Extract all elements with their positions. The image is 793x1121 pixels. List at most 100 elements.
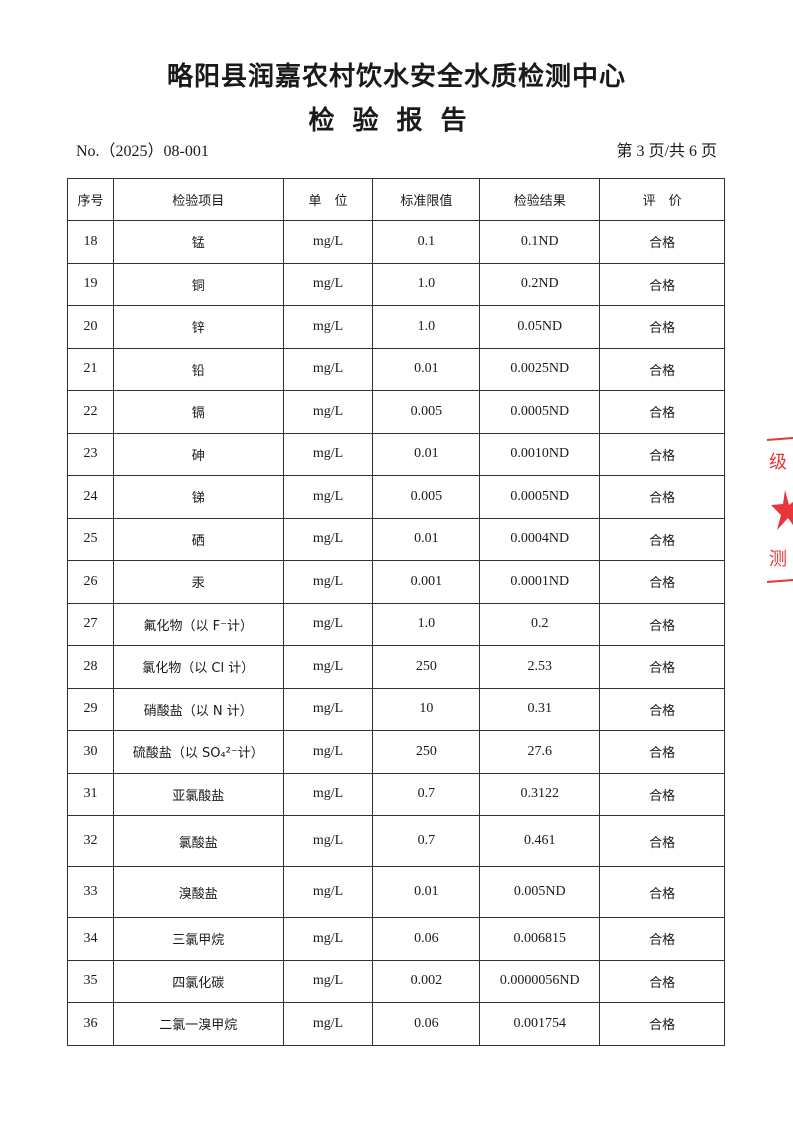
table-row: 27 氟化物（以 F⁻计） mg/L 1.0 0.2 合格 — [67, 602, 725, 646]
unit: mg/L — [282, 687, 374, 731]
standard-limit: 250 — [372, 730, 481, 774]
item-name: 氟化物（以 F⁻计） — [112, 602, 284, 646]
test-result: 0.0010ND — [479, 432, 601, 476]
unit: mg/L — [282, 560, 374, 604]
test-result: 0.461 — [479, 815, 601, 867]
item-name: 四氯化碳 — [112, 959, 284, 1003]
standard-limit: 0.06 — [372, 917, 481, 961]
test-result: 0.001754 — [479, 1002, 601, 1046]
row-number: 34 — [67, 917, 114, 961]
unit: mg/L — [282, 517, 374, 561]
evaluation: 合格 — [599, 772, 725, 816]
test-result: 0.05ND — [479, 305, 601, 349]
row-number: 32 — [67, 815, 114, 867]
evaluation: 合格 — [599, 866, 725, 918]
col-no: 序号 — [67, 178, 114, 221]
row-number: 23 — [67, 432, 114, 476]
evaluation: 合格 — [599, 432, 725, 476]
test-result: 0.2 — [479, 602, 601, 646]
row-number: 22 — [67, 390, 114, 434]
item-name: 氯化物（以 Cl 计） — [112, 645, 284, 689]
unit: mg/L — [282, 602, 374, 646]
test-result: 0.006815 — [479, 917, 601, 961]
table-row: 28 氯化物（以 Cl 计） mg/L 250 2.53 合格 — [67, 645, 725, 689]
standard-limit: 0.01 — [372, 347, 481, 391]
test-result: 0.2ND — [479, 262, 601, 306]
unit: mg/L — [282, 347, 374, 391]
col-limit: 标准限值 — [372, 178, 481, 221]
evaluation: 合格 — [599, 220, 725, 264]
report-title: 检验报告 — [308, 106, 485, 136]
evaluation: 合格 — [599, 602, 725, 646]
item-name: 锰 — [112, 220, 284, 264]
col-item: 检验项目 — [112, 178, 284, 221]
evaluation: 合格 — [599, 560, 725, 604]
unit: mg/L — [282, 432, 374, 476]
test-result: 0.0000056ND — [479, 959, 601, 1003]
official-seal-partial: 级 测 — [766, 437, 793, 583]
table-row: 34 三氯甲烷 mg/L 0.06 0.006815 合格 — [67, 917, 725, 961]
unit: mg/L — [282, 262, 374, 306]
test-result: 0.0001ND — [479, 560, 601, 604]
table-row: 26 汞 mg/L 0.001 0.0001ND 合格 — [67, 560, 725, 604]
row-number: 27 — [67, 602, 114, 646]
row-number: 36 — [67, 1002, 114, 1046]
unit: mg/L — [282, 730, 374, 774]
item-name: 氯酸盐 — [112, 815, 284, 867]
item-name: 硝酸盐（以 N 计） — [112, 687, 284, 731]
item-name: 砷 — [112, 432, 284, 476]
table-row: 35 四氯化碳 mg/L 0.002 0.0000056ND 合格 — [67, 959, 725, 1003]
row-number: 33 — [67, 866, 114, 918]
evaluation: 合格 — [599, 262, 725, 306]
table-row: 30 硫酸盐（以 SO₄²⁻计） mg/L 250 27.6 合格 — [67, 730, 725, 774]
unit: mg/L — [282, 815, 374, 867]
row-number: 18 — [67, 220, 114, 264]
standard-limit: 1.0 — [372, 262, 481, 306]
table-row: 33 溴酸盐 mg/L 0.01 0.005ND 合格 — [67, 866, 725, 918]
standard-limit: 0.001 — [372, 560, 481, 604]
row-number: 21 — [67, 347, 114, 391]
standard-limit: 0.1 — [372, 220, 481, 264]
test-result: 0.3122 — [479, 772, 601, 816]
standard-limit: 10 — [372, 687, 481, 731]
test-result: 0.0005ND — [479, 475, 601, 519]
evaluation: 合格 — [599, 959, 725, 1003]
table-row: 21 铅 mg/L 0.01 0.0025ND 合格 — [67, 347, 725, 391]
table-row: 36 二氯一溴甲烷 mg/L 0.06 0.001754 合格 — [67, 1002, 725, 1046]
unit: mg/L — [282, 390, 374, 434]
standard-limit: 0.01 — [372, 432, 481, 476]
evaluation: 合格 — [599, 815, 725, 867]
test-result: 2.53 — [479, 645, 601, 689]
row-number: 26 — [67, 560, 114, 604]
unit: mg/L — [282, 645, 374, 689]
item-name: 铅 — [112, 347, 284, 391]
evaluation: 合格 — [599, 687, 725, 731]
standard-limit: 0.06 — [372, 1002, 481, 1046]
test-result: 0.005ND — [479, 866, 601, 918]
table-row: 29 硝酸盐（以 N 计） mg/L 10 0.31 合格 — [67, 687, 725, 731]
row-number: 19 — [67, 262, 114, 306]
test-result: 27.6 — [479, 730, 601, 774]
test-result: 0.0025ND — [479, 347, 601, 391]
standard-limit: 1.0 — [372, 305, 481, 349]
evaluation: 合格 — [599, 347, 725, 391]
evaluation: 合格 — [599, 475, 725, 519]
table-row: 24 锑 mg/L 0.005 0.0005ND 合格 — [67, 475, 725, 519]
evaluation: 合格 — [599, 730, 725, 774]
standard-limit: 0.01 — [372, 866, 481, 918]
unit: mg/L — [282, 475, 374, 519]
evaluation: 合格 — [599, 517, 725, 561]
table-row: 23 砷 mg/L 0.01 0.0010ND 合格 — [67, 432, 725, 476]
unit: mg/L — [282, 917, 374, 961]
col-result: 检验结果 — [479, 178, 601, 221]
evaluation: 合格 — [599, 917, 725, 961]
item-name: 二氯一溴甲烷 — [112, 1002, 284, 1046]
unit: mg/L — [282, 772, 374, 816]
unit: mg/L — [282, 866, 374, 918]
table-row: 22 镉 mg/L 0.005 0.0005ND 合格 — [67, 390, 725, 434]
item-name: 铜 — [112, 262, 284, 306]
svg-text:测: 测 — [769, 549, 787, 570]
standard-limit: 1.0 — [372, 602, 481, 646]
row-number: 28 — [67, 645, 114, 689]
unit: mg/L — [282, 305, 374, 349]
